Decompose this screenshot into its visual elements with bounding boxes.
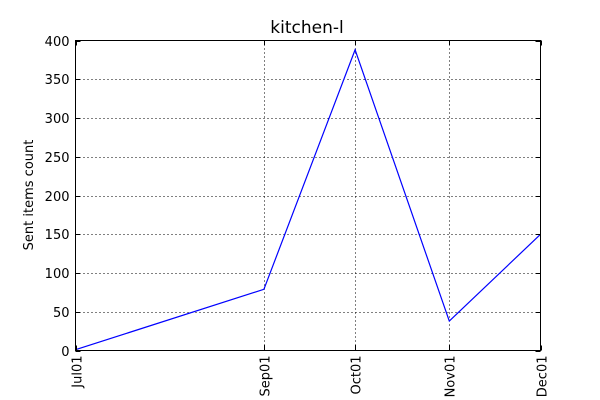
x-tick-label: Oct01 <box>350 356 365 395</box>
grid-layer <box>75 40 541 351</box>
x-tick-label: Dec01 <box>536 356 551 398</box>
plot-frame <box>75 40 541 351</box>
y-tick-label: 200 <box>45 190 70 205</box>
y-axis-label: Sent items count <box>22 140 37 251</box>
y-tick-label: 0 <box>61 345 69 360</box>
chart-title: kitchen-l <box>270 18 343 38</box>
y-tick-label: 50 <box>53 306 70 321</box>
y-tick-label: 250 <box>45 151 70 166</box>
x-tick-label: Sep01 <box>259 356 274 397</box>
y-tick-label: 100 <box>45 267 70 282</box>
tick-layer: 0 50 100 150 200 250 300 350 400 Jul01 Sep01 Oct01 N… <box>45 35 551 397</box>
series-layer <box>75 48 541 351</box>
y-tick-label: 150 <box>45 228 70 243</box>
y-tick-label: 350 <box>45 73 70 88</box>
x-tick-label: Jul01 <box>71 356 86 389</box>
series-line <box>75 48 541 351</box>
y-tick-label: 300 <box>45 112 70 127</box>
x-tick-label: Nov01 <box>444 356 459 398</box>
y-tick-label: 400 <box>45 35 70 50</box>
